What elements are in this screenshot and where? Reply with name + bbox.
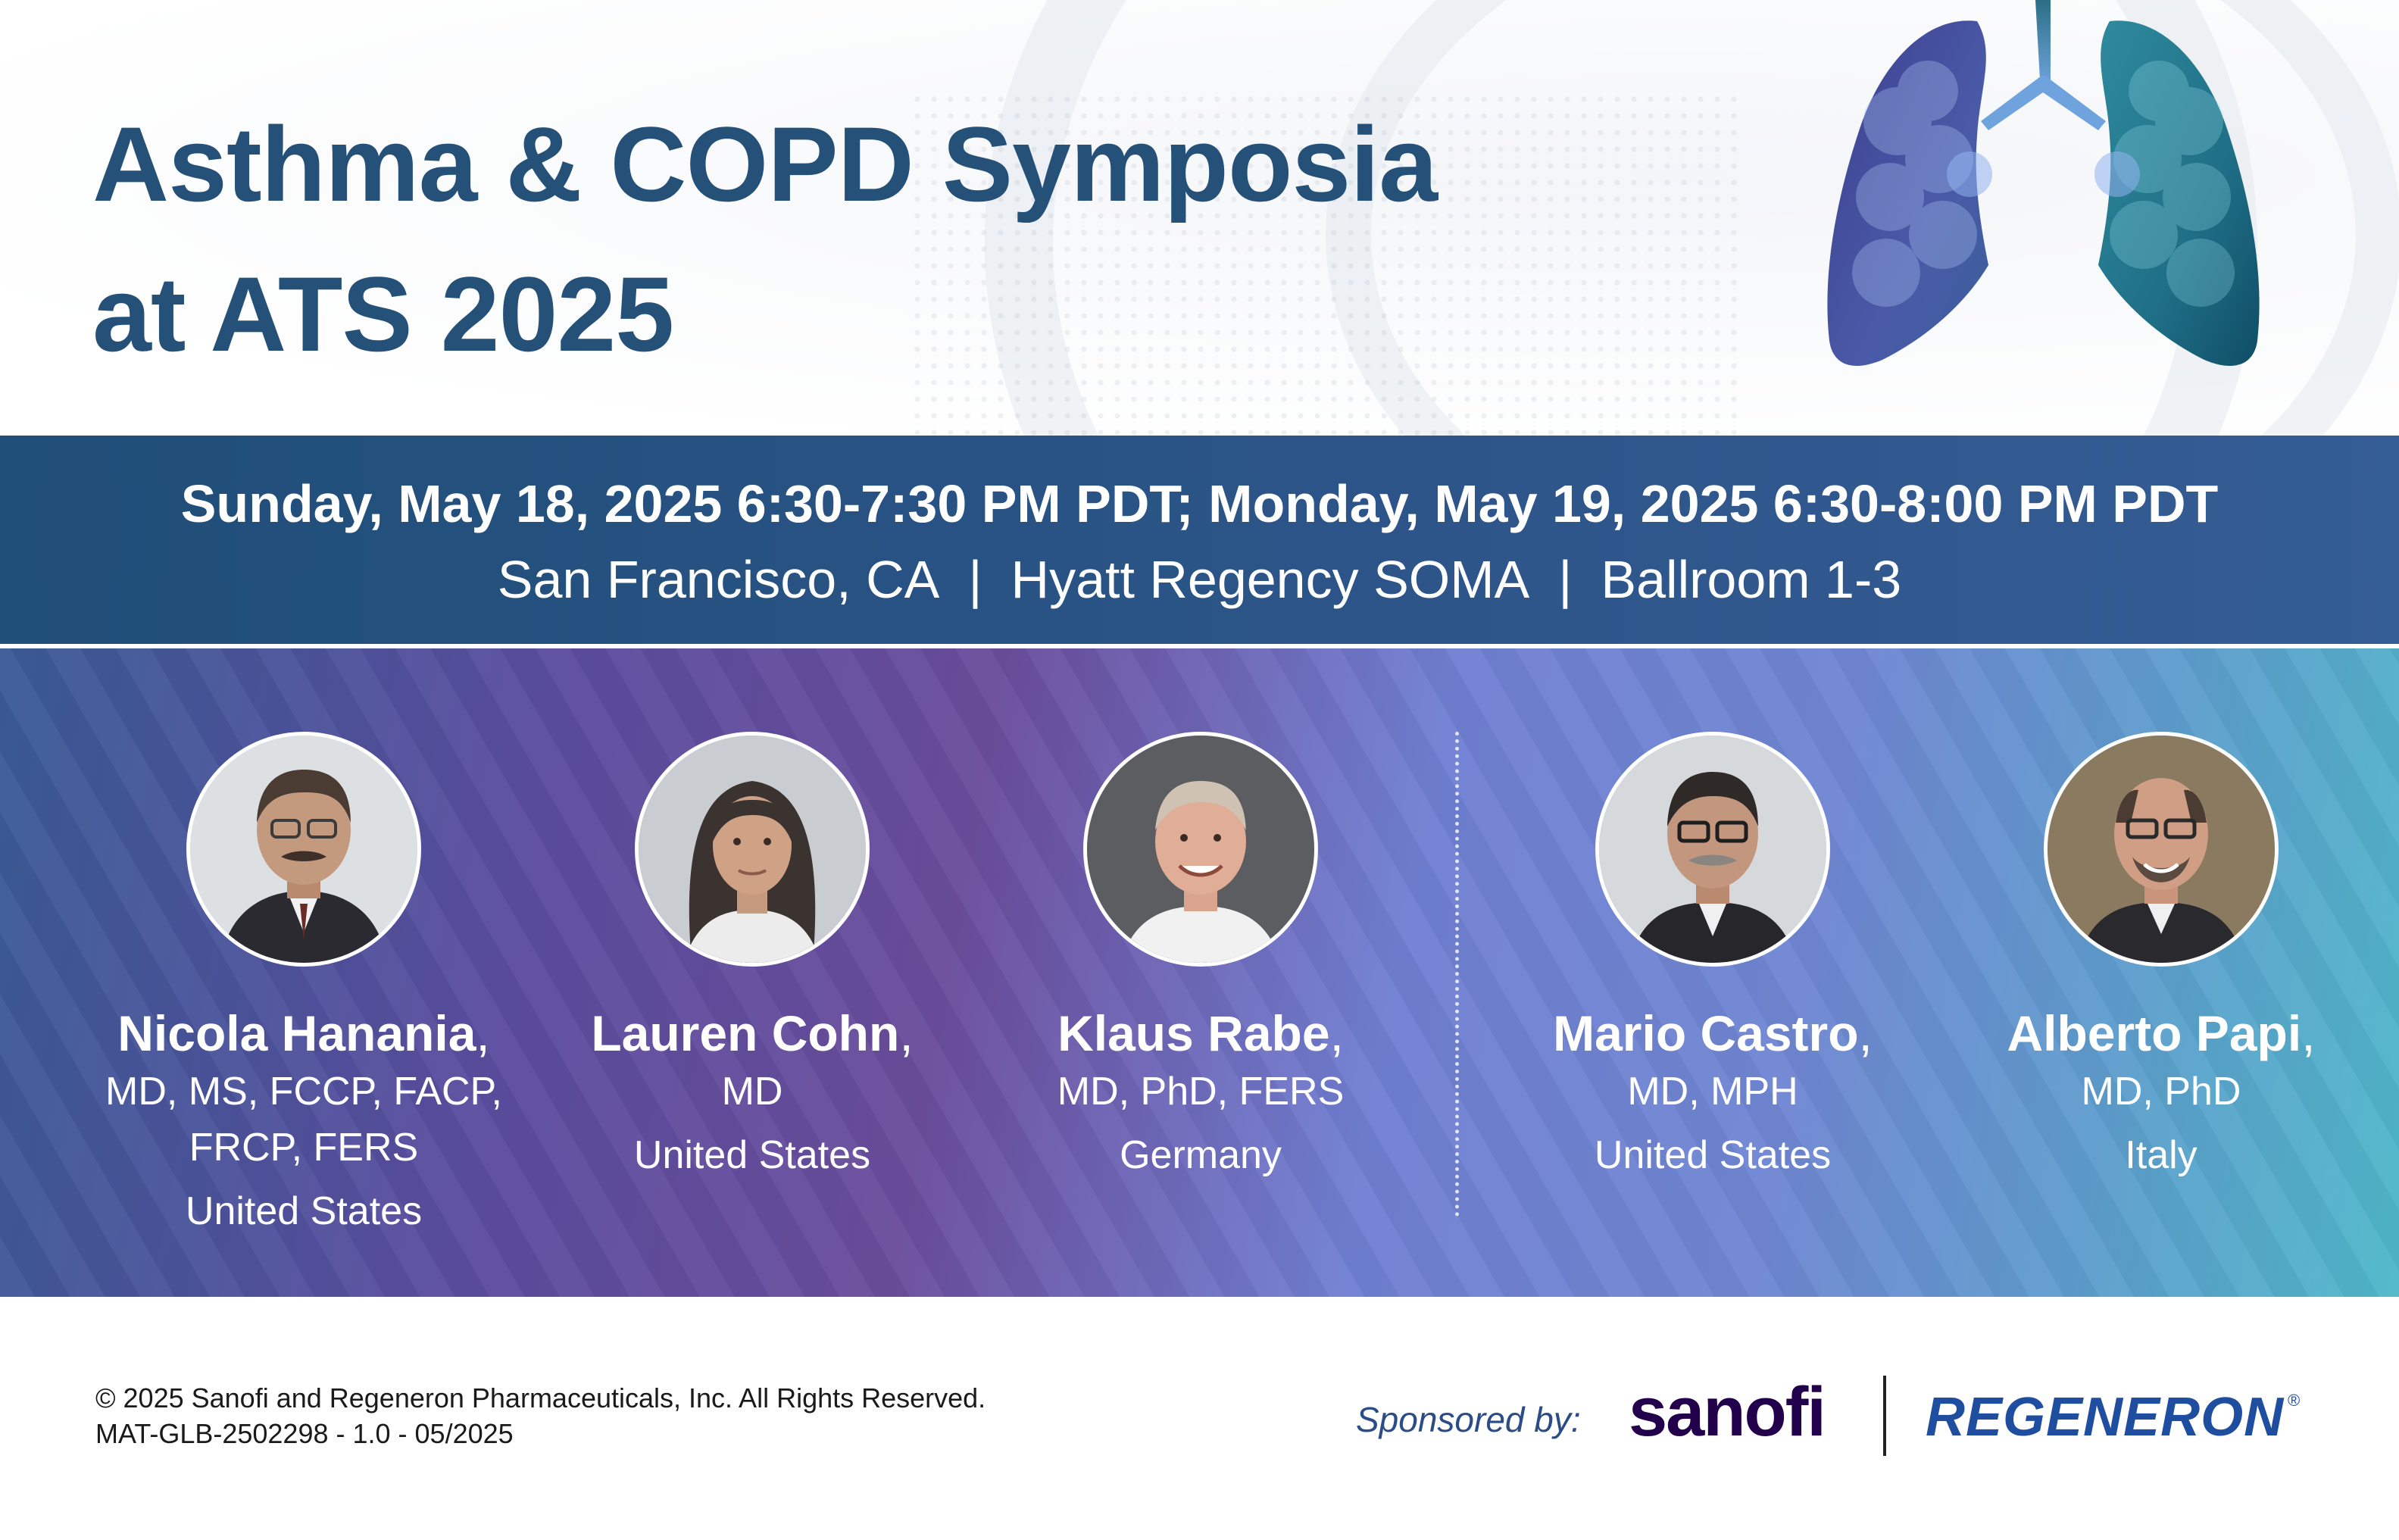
event-location: San Francisco, CA | Hyatt Regency SOMA | Bal… bbox=[0, 542, 2399, 617]
person-portrait-icon bbox=[190, 736, 417, 963]
person-portrait-icon bbox=[2048, 736, 2275, 963]
speaker-name: Lauren Cohn, bbox=[591, 1005, 914, 1061]
footer: © 2025 Sanofi and Regeneron Pharmaceutic… bbox=[0, 1297, 2399, 1540]
speaker-photo bbox=[186, 732, 421, 967]
speakers-panel: Nicola Hanania, MD, MS, FCCP, FACP, FRCP… bbox=[0, 648, 2399, 1297]
speaker-name: Mario Castro, bbox=[1553, 1005, 1873, 1061]
speaker-credentials: MD, PhD, FERS bbox=[1057, 1070, 1345, 1114]
speaker-photo bbox=[2044, 732, 2279, 967]
logo-separator bbox=[1883, 1376, 1886, 1456]
event-city: San Francisco, CA bbox=[497, 550, 940, 609]
sanofi-logo: sanofi bbox=[1629, 1373, 1826, 1451]
lungs-icon bbox=[1827, 0, 2260, 366]
speaker-country: Germany bbox=[1120, 1133, 1282, 1177]
divider-line bbox=[0, 644, 2399, 648]
person-portrait-icon bbox=[1087, 736, 1314, 963]
person-portrait-icon bbox=[1599, 736, 1826, 963]
header: Asthma & COPD Symposia at ATS 2025 bbox=[0, 0, 2399, 436]
speaker-country: United States bbox=[185, 1189, 423, 1233]
person-portrait-icon bbox=[639, 736, 866, 963]
speaker-name: Nicola Hanania, bbox=[117, 1005, 490, 1061]
speaker-card: Lauren Cohn, MD United States bbox=[517, 732, 987, 1183]
speaker-credentials: MD, MS, FCCP, FACP, bbox=[105, 1070, 502, 1114]
event-venue: Hyatt Regency SOMA bbox=[1011, 550, 1530, 609]
page-title: Asthma & COPD Symposia at ATS 2025 bbox=[92, 89, 1438, 389]
speaker-credentials: MD bbox=[721, 1070, 783, 1114]
dotted-divider bbox=[1455, 732, 1459, 1217]
title-line-2: at ATS 2025 bbox=[92, 255, 674, 373]
legal-text: © 2025 Sanofi and Regeneron Pharmaceutic… bbox=[95, 1380, 986, 1451]
speaker-name: Klaus Rabe, bbox=[1057, 1005, 1344, 1061]
speaker-credentials-2: FRCP, FERS bbox=[189, 1126, 419, 1170]
speaker-country: Italy bbox=[2125, 1133, 2198, 1177]
speaker-credentials: MD, MPH bbox=[1627, 1070, 1798, 1114]
speaker-card: Klaus Rabe, MD, PhD, FERS Germany bbox=[966, 732, 1435, 1183]
speaker-card: Alberto Papi, MD, PhD Italy bbox=[1926, 732, 2396, 1183]
material-code: MAT-GLB-2502298 - 1.0 - 05/2025 bbox=[95, 1418, 514, 1449]
speaker-card: Mario Castro, MD, MPH United States bbox=[1478, 732, 1948, 1183]
speaker-photo bbox=[1083, 732, 1318, 967]
title-line-1: Asthma & COPD Symposia bbox=[92, 105, 1438, 223]
speaker-card: Nicola Hanania, MD, MS, FCCP, FACP, FRCP… bbox=[69, 732, 539, 1239]
event-dates: Sunday, May 18, 2025 6:30-7:30 PM PDT; M… bbox=[180, 474, 2219, 533]
speaker-country: United States bbox=[633, 1133, 871, 1177]
event-room: Ballroom 1-3 bbox=[1601, 550, 1902, 609]
sponsored-by-label: Sponsored by: bbox=[1356, 1400, 1581, 1439]
speaker-photo bbox=[635, 732, 870, 967]
registered-mark: ® bbox=[2288, 1391, 2301, 1410]
background-dot-pattern bbox=[909, 91, 1742, 436]
copyright-text: © 2025 Sanofi and Regeneron Pharmaceutic… bbox=[95, 1382, 986, 1413]
regeneron-logo: REGENERON bbox=[1926, 1387, 2285, 1448]
separator: | bbox=[1558, 550, 1573, 609]
event-info-band: Sunday, May 18, 2025 6:30-7:30 PM PDT; M… bbox=[0, 436, 2399, 644]
speaker-country: United States bbox=[1594, 1133, 1832, 1177]
speaker-photo bbox=[1595, 732, 1830, 967]
speaker-credentials: MD, PhD bbox=[2081, 1070, 2241, 1114]
speaker-name: Alberto Papi, bbox=[2007, 1005, 2316, 1061]
separator: | bbox=[968, 550, 982, 609]
